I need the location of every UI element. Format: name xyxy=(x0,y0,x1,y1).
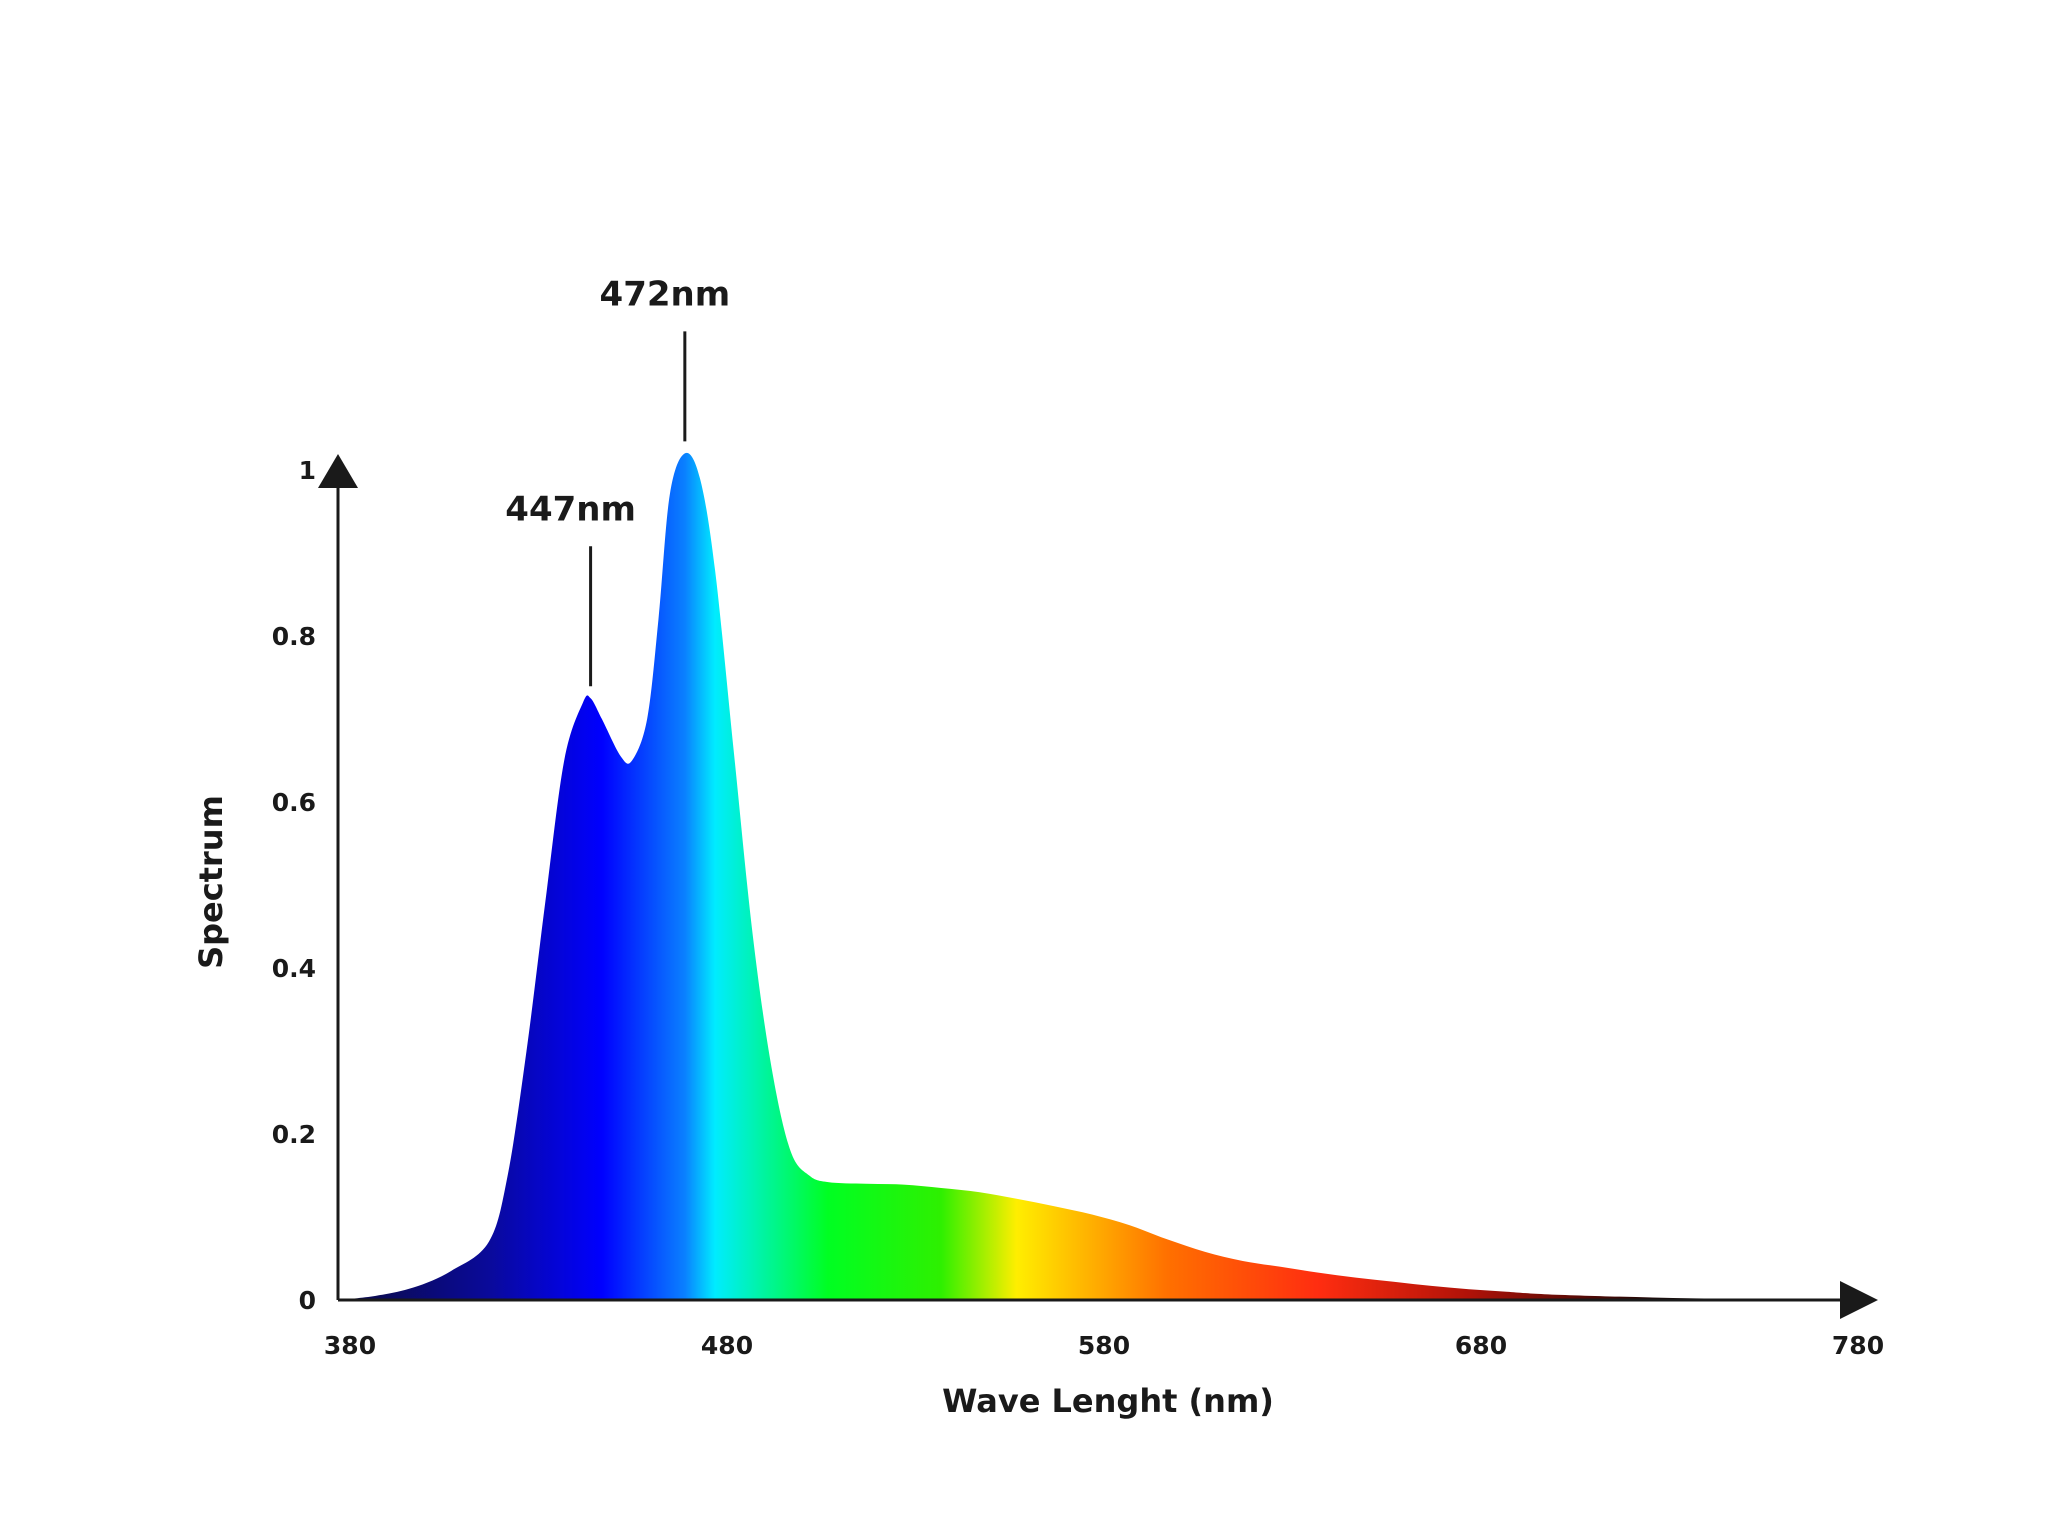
y-axis-arrow-icon xyxy=(318,454,358,488)
x-tick-labels: 380 480 580 680 780 xyxy=(324,1331,1884,1360)
peak-annotations: 447nm 472nm xyxy=(505,274,731,687)
y-tick-label: 0.8 xyxy=(272,622,316,651)
y-tick-label: 0 xyxy=(299,1286,316,1315)
peak-label: 472nm xyxy=(600,274,731,314)
x-tick-label: 480 xyxy=(701,1331,753,1360)
y-tick-label: 0.2 xyxy=(272,1120,316,1149)
x-axis-arrow-icon xyxy=(1840,1281,1878,1319)
x-tick-label: 580 xyxy=(1078,1331,1130,1360)
y-tick-label: 0.6 xyxy=(272,788,316,817)
y-axis-title: Spectrum xyxy=(192,795,230,969)
peak-label: 447nm xyxy=(505,489,636,529)
y-tick-label: 1 xyxy=(299,456,316,485)
y-tick-labels: 0 0.2 0.4 0.6 0.8 1 xyxy=(272,456,316,1315)
axes xyxy=(318,454,1878,1319)
x-tick-label: 780 xyxy=(1832,1331,1884,1360)
spectrum-area xyxy=(338,452,1846,1301)
y-tick-label: 0.4 xyxy=(272,954,316,983)
x-tick-label: 380 xyxy=(324,1331,376,1360)
x-axis-title: Wave Lenght (nm) xyxy=(942,1382,1274,1420)
x-tick-label: 680 xyxy=(1455,1331,1507,1360)
